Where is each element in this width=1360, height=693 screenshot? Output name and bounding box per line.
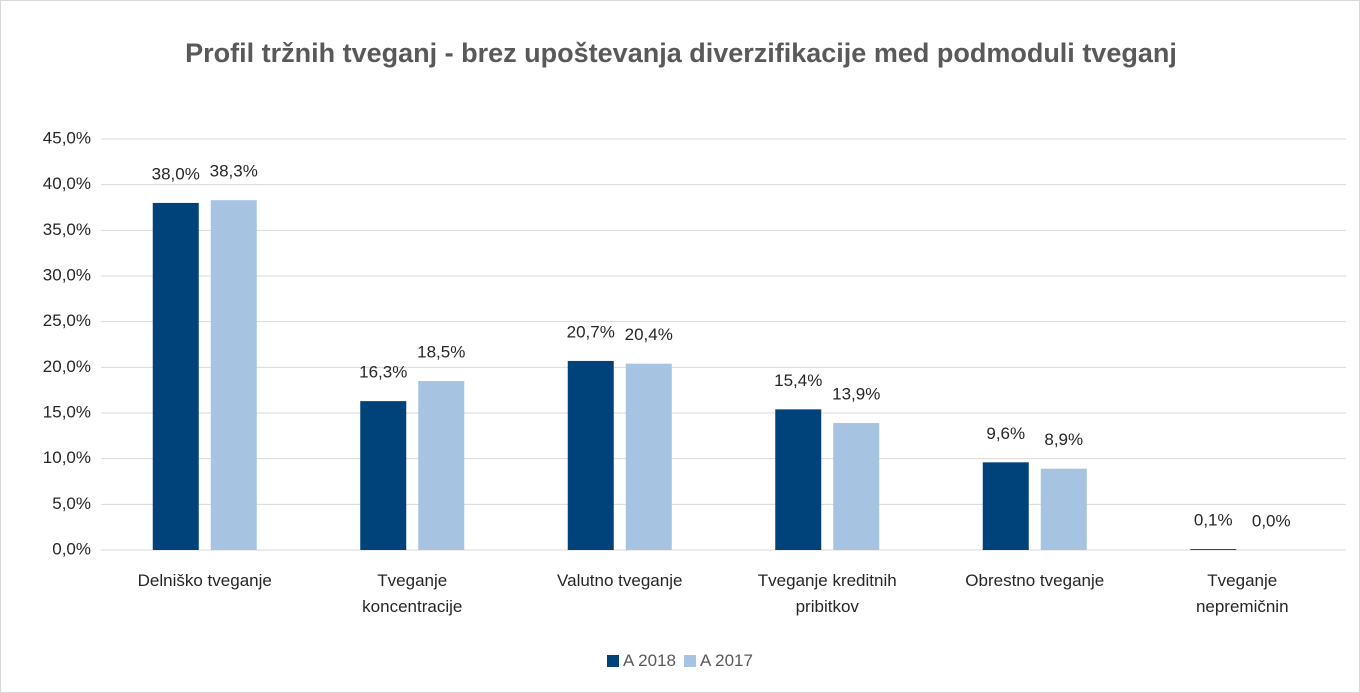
data-label: 18,5% [417,343,465,362]
legend-label: A 2018 [623,651,676,670]
y-tick-label: 30,0% [43,265,91,284]
data-label: 13,9% [832,385,880,404]
x-tick-label: Obrestno tveganje [965,571,1105,590]
bar [567,360,614,550]
x-tick-label: Tveganje koncentracije [362,571,463,616]
x-tick-label: Tveganje kreditnih pribitkov [757,571,897,616]
y-tick-label: 40,0% [43,174,91,193]
data-label: 20,4% [625,325,673,344]
data-label: 8,9% [1044,430,1083,449]
bar [982,462,1029,550]
x-tick-label: Tveganje nepremičnin [1195,571,1289,616]
x-tick-label: Delniško tveganje [137,571,272,590]
legend-swatch [607,655,620,667]
y-tick-label: 0,0% [52,539,91,558]
y-tick-label: 20,0% [43,357,91,376]
data-label: 0,1% [1194,511,1233,530]
bar [1040,468,1087,550]
legend-item: A 2017 [684,651,753,671]
data-label: 16,3% [359,363,407,382]
legend-swatch [684,655,696,667]
data-label: 20,7% [567,322,615,341]
data-label: 0,0% [1252,511,1291,530]
bar [775,409,822,550]
data-label: 15,4% [774,371,822,390]
bar [833,423,880,550]
legend-label: A 2017 [700,651,753,670]
y-tick-label: 15,0% [43,402,91,421]
y-tick-label: 35,0% [43,220,91,239]
legend: A 2018 A 2017 [1,651,1359,671]
y-tick-label: 10,0% [43,448,91,467]
bar [152,202,199,550]
bar [210,200,257,550]
chart-title: Profil tržnih tveganj - brez upoštevanja… [185,38,1177,68]
data-label: 38,3% [210,162,258,181]
bar [625,363,672,550]
x-tick-label: Valutno tveganje [557,571,683,590]
y-tick-label: 5,0% [52,494,91,513]
bar [1190,549,1237,550]
bar [360,401,407,550]
data-label: 9,6% [986,424,1025,443]
data-label: 38,0% [152,164,200,183]
bar [418,381,465,550]
y-tick-label: 45,0% [43,128,91,147]
y-tick-label: 25,0% [43,311,91,330]
legend-item: A 2018 [607,651,676,671]
